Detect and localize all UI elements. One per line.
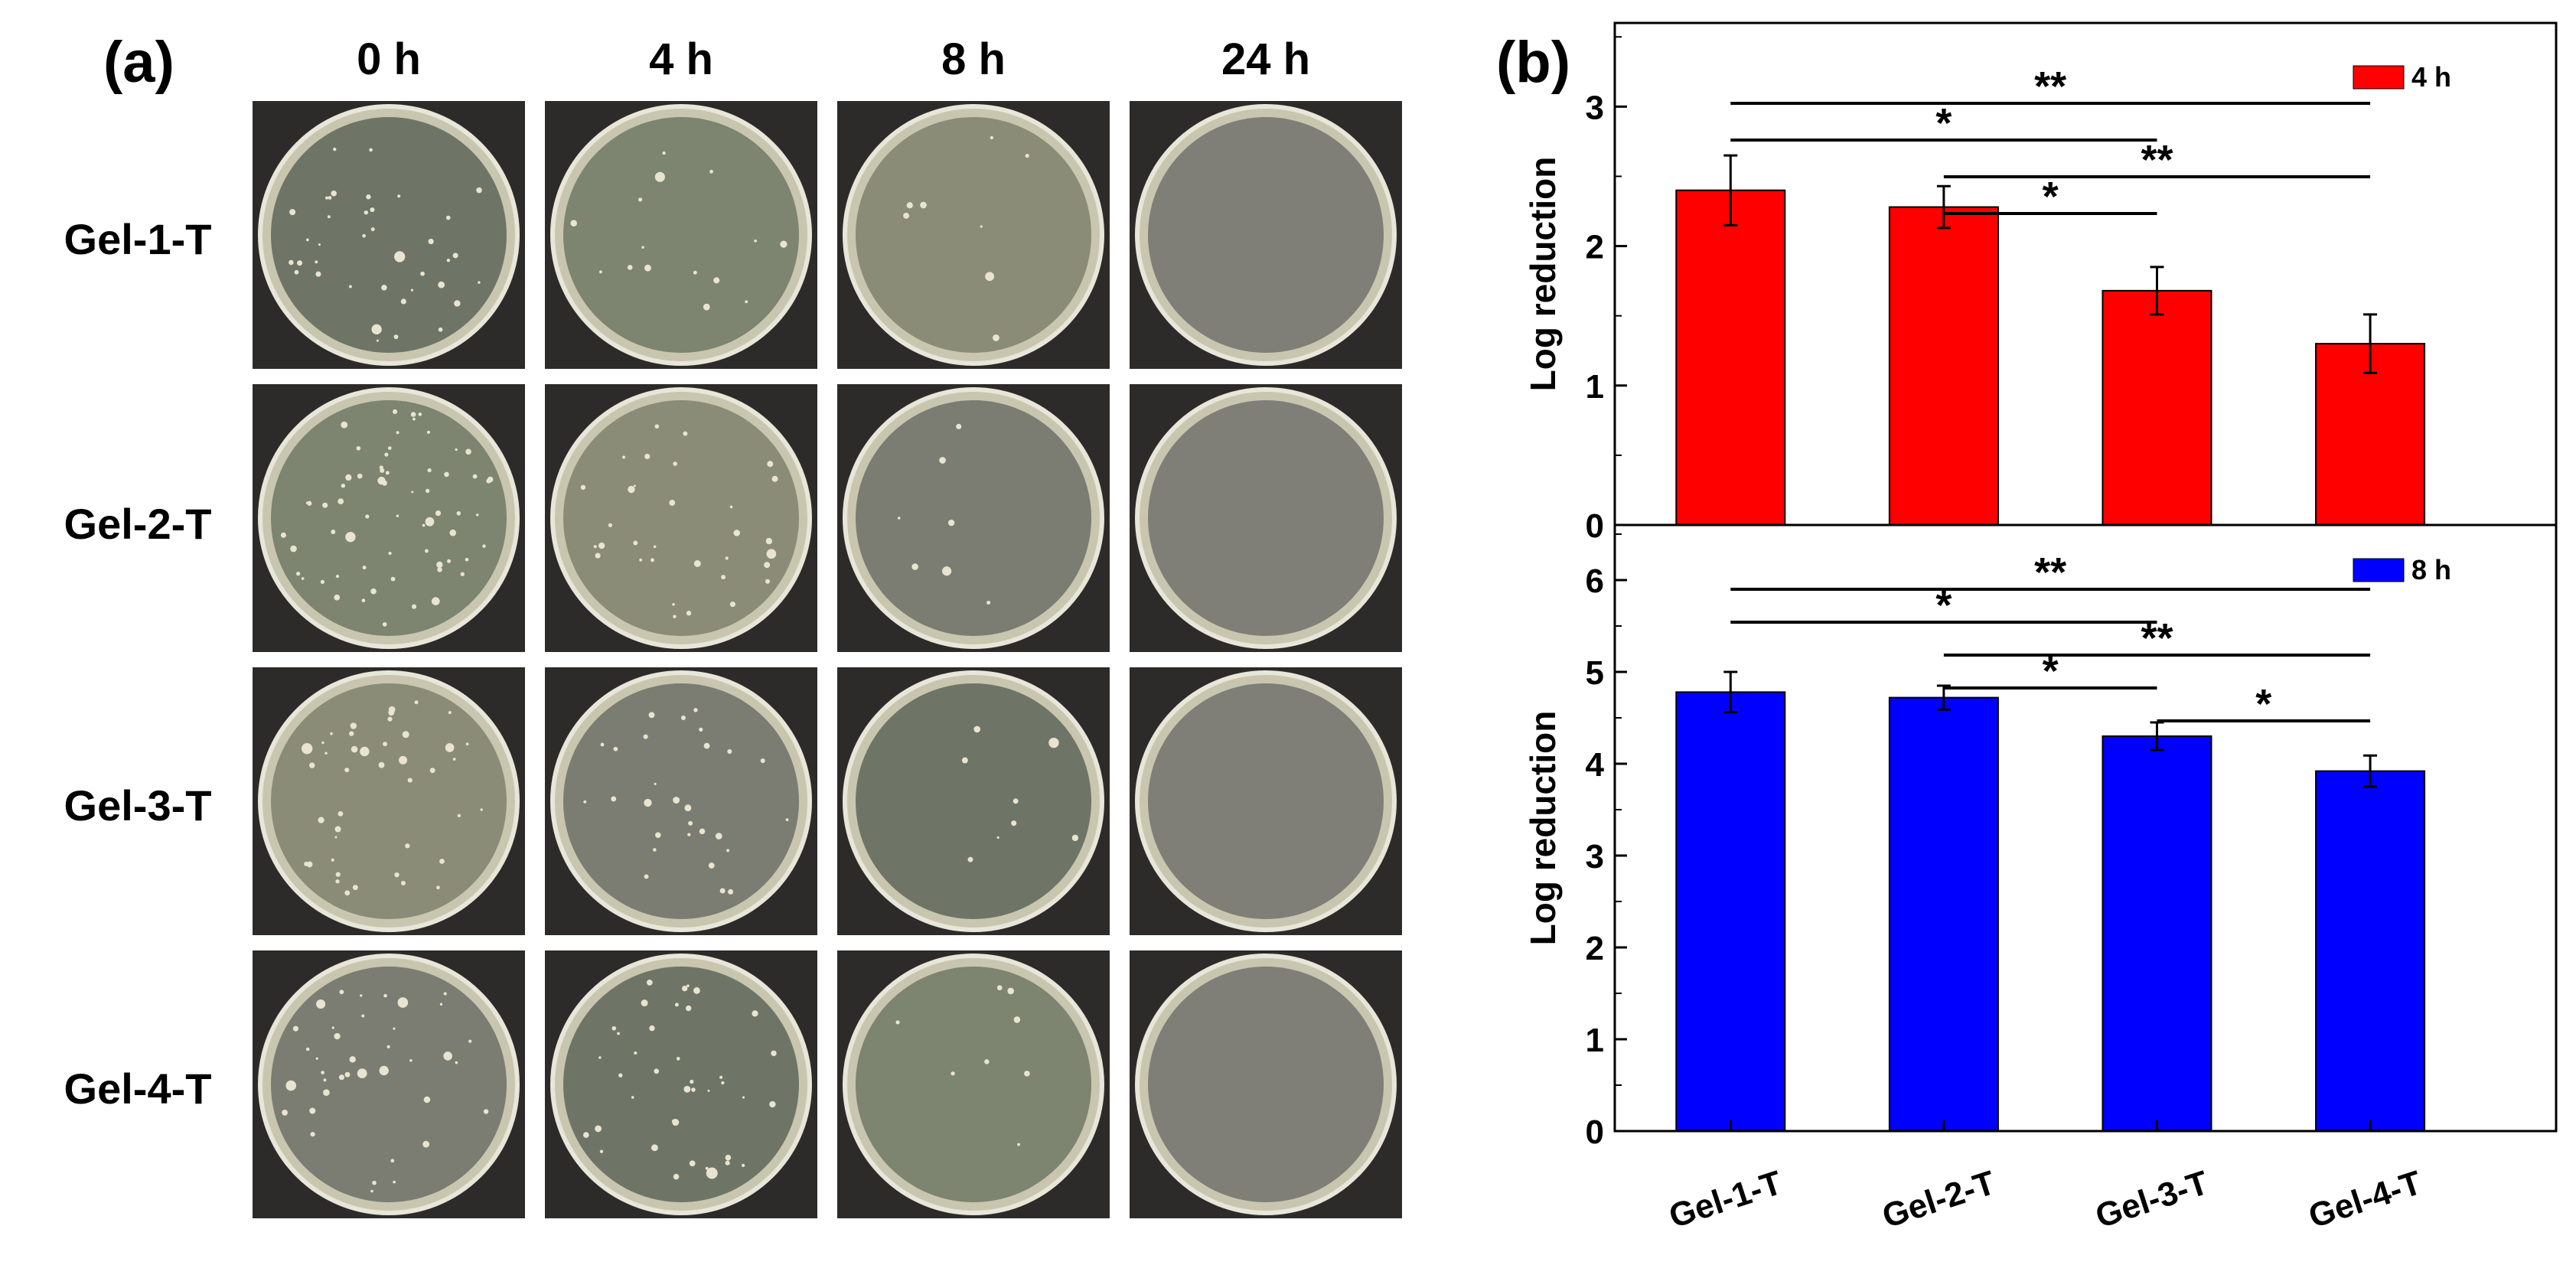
petri-dish-photo xyxy=(253,667,525,935)
y-tick-label: 1 xyxy=(1586,368,1604,406)
petri-dish-photo xyxy=(545,667,817,935)
petri-dish-photo xyxy=(253,950,525,1218)
petri-dish-photo xyxy=(837,101,1110,369)
petri-dish-photo xyxy=(837,384,1110,652)
sample-label: Gel-2-T xyxy=(64,500,212,548)
petri-dish-photo xyxy=(545,384,817,652)
significance-label: ** xyxy=(2034,549,2066,595)
time-label: 8 h xyxy=(941,34,1006,84)
y-tick-label: 3 xyxy=(1586,89,1604,126)
bar xyxy=(1675,691,1786,1132)
petri-dish-photo xyxy=(1130,384,1402,652)
sample-label: Gel-1-T xyxy=(64,215,212,263)
y-tick-label: 5 xyxy=(1586,654,1604,692)
bar xyxy=(1675,189,1786,527)
sample-label: Gel-3-T xyxy=(64,781,212,830)
petri-dish-photo xyxy=(837,950,1110,1218)
y-tick-label: 0 xyxy=(1586,1113,1604,1151)
legend-label: 8 h xyxy=(2411,554,2451,585)
bar xyxy=(1888,696,1999,1132)
sample-label: Gel-4-T xyxy=(64,1064,212,1113)
legend-swatch xyxy=(2353,558,2405,582)
panel-b-label: (b) xyxy=(1496,30,1571,95)
y-tick-label: 1 xyxy=(1586,1022,1604,1059)
y-axis-label: Log reduction xyxy=(1523,711,1563,946)
x-tick-label: Gel-1-T xyxy=(1665,1164,1786,1235)
petri-dish-photo xyxy=(545,950,817,1218)
time-label: 24 h xyxy=(1221,34,1311,84)
petri-dish-photo xyxy=(253,101,525,369)
petri-dish-photo xyxy=(1130,667,1402,935)
bar xyxy=(2102,735,2212,1132)
y-tick-label: 2 xyxy=(1586,930,1604,967)
petri-dish-photo xyxy=(837,667,1110,935)
petri-dish-photo xyxy=(1130,950,1402,1218)
petri-dish-photo xyxy=(253,384,525,652)
significance-label: * xyxy=(2255,681,2271,727)
petri-dish-photo xyxy=(545,101,817,369)
y-tick-label: 6 xyxy=(1586,562,1604,600)
bar xyxy=(1888,206,1999,526)
significance-label: ** xyxy=(2141,615,2173,661)
legend-label: 4 h xyxy=(2411,61,2451,93)
panel-a-label: (a) xyxy=(103,30,174,95)
x-tick-label: Gel-3-T xyxy=(2091,1164,2212,1235)
legend-swatch xyxy=(2353,65,2405,90)
y-tick-label: 2 xyxy=(1586,229,1604,266)
y-tick-label: 3 xyxy=(1586,838,1604,875)
significance-label: * xyxy=(2043,648,2059,694)
y-tick-label: 4 xyxy=(1586,746,1605,784)
significance-label: ** xyxy=(2141,137,2173,183)
time-label: 0 h xyxy=(357,34,421,84)
significance-label: ** xyxy=(2034,64,2066,109)
x-tick-label: Gel-4-T xyxy=(2304,1164,2426,1235)
y-axis-label: Log reduction xyxy=(1523,157,1563,392)
significance-label: * xyxy=(1935,100,1952,146)
significance-label: * xyxy=(2043,174,2059,220)
bar xyxy=(2102,289,2212,526)
plot-frame xyxy=(1613,523,2558,1133)
petri-dish-photo xyxy=(1130,101,1402,369)
x-tick-label: Gel-2-T xyxy=(1878,1164,2000,1235)
y-tick-label: 0 xyxy=(1586,507,1604,545)
time-label: 4 h xyxy=(649,34,713,84)
bar xyxy=(2315,770,2426,1132)
significance-label: * xyxy=(1935,582,1952,628)
